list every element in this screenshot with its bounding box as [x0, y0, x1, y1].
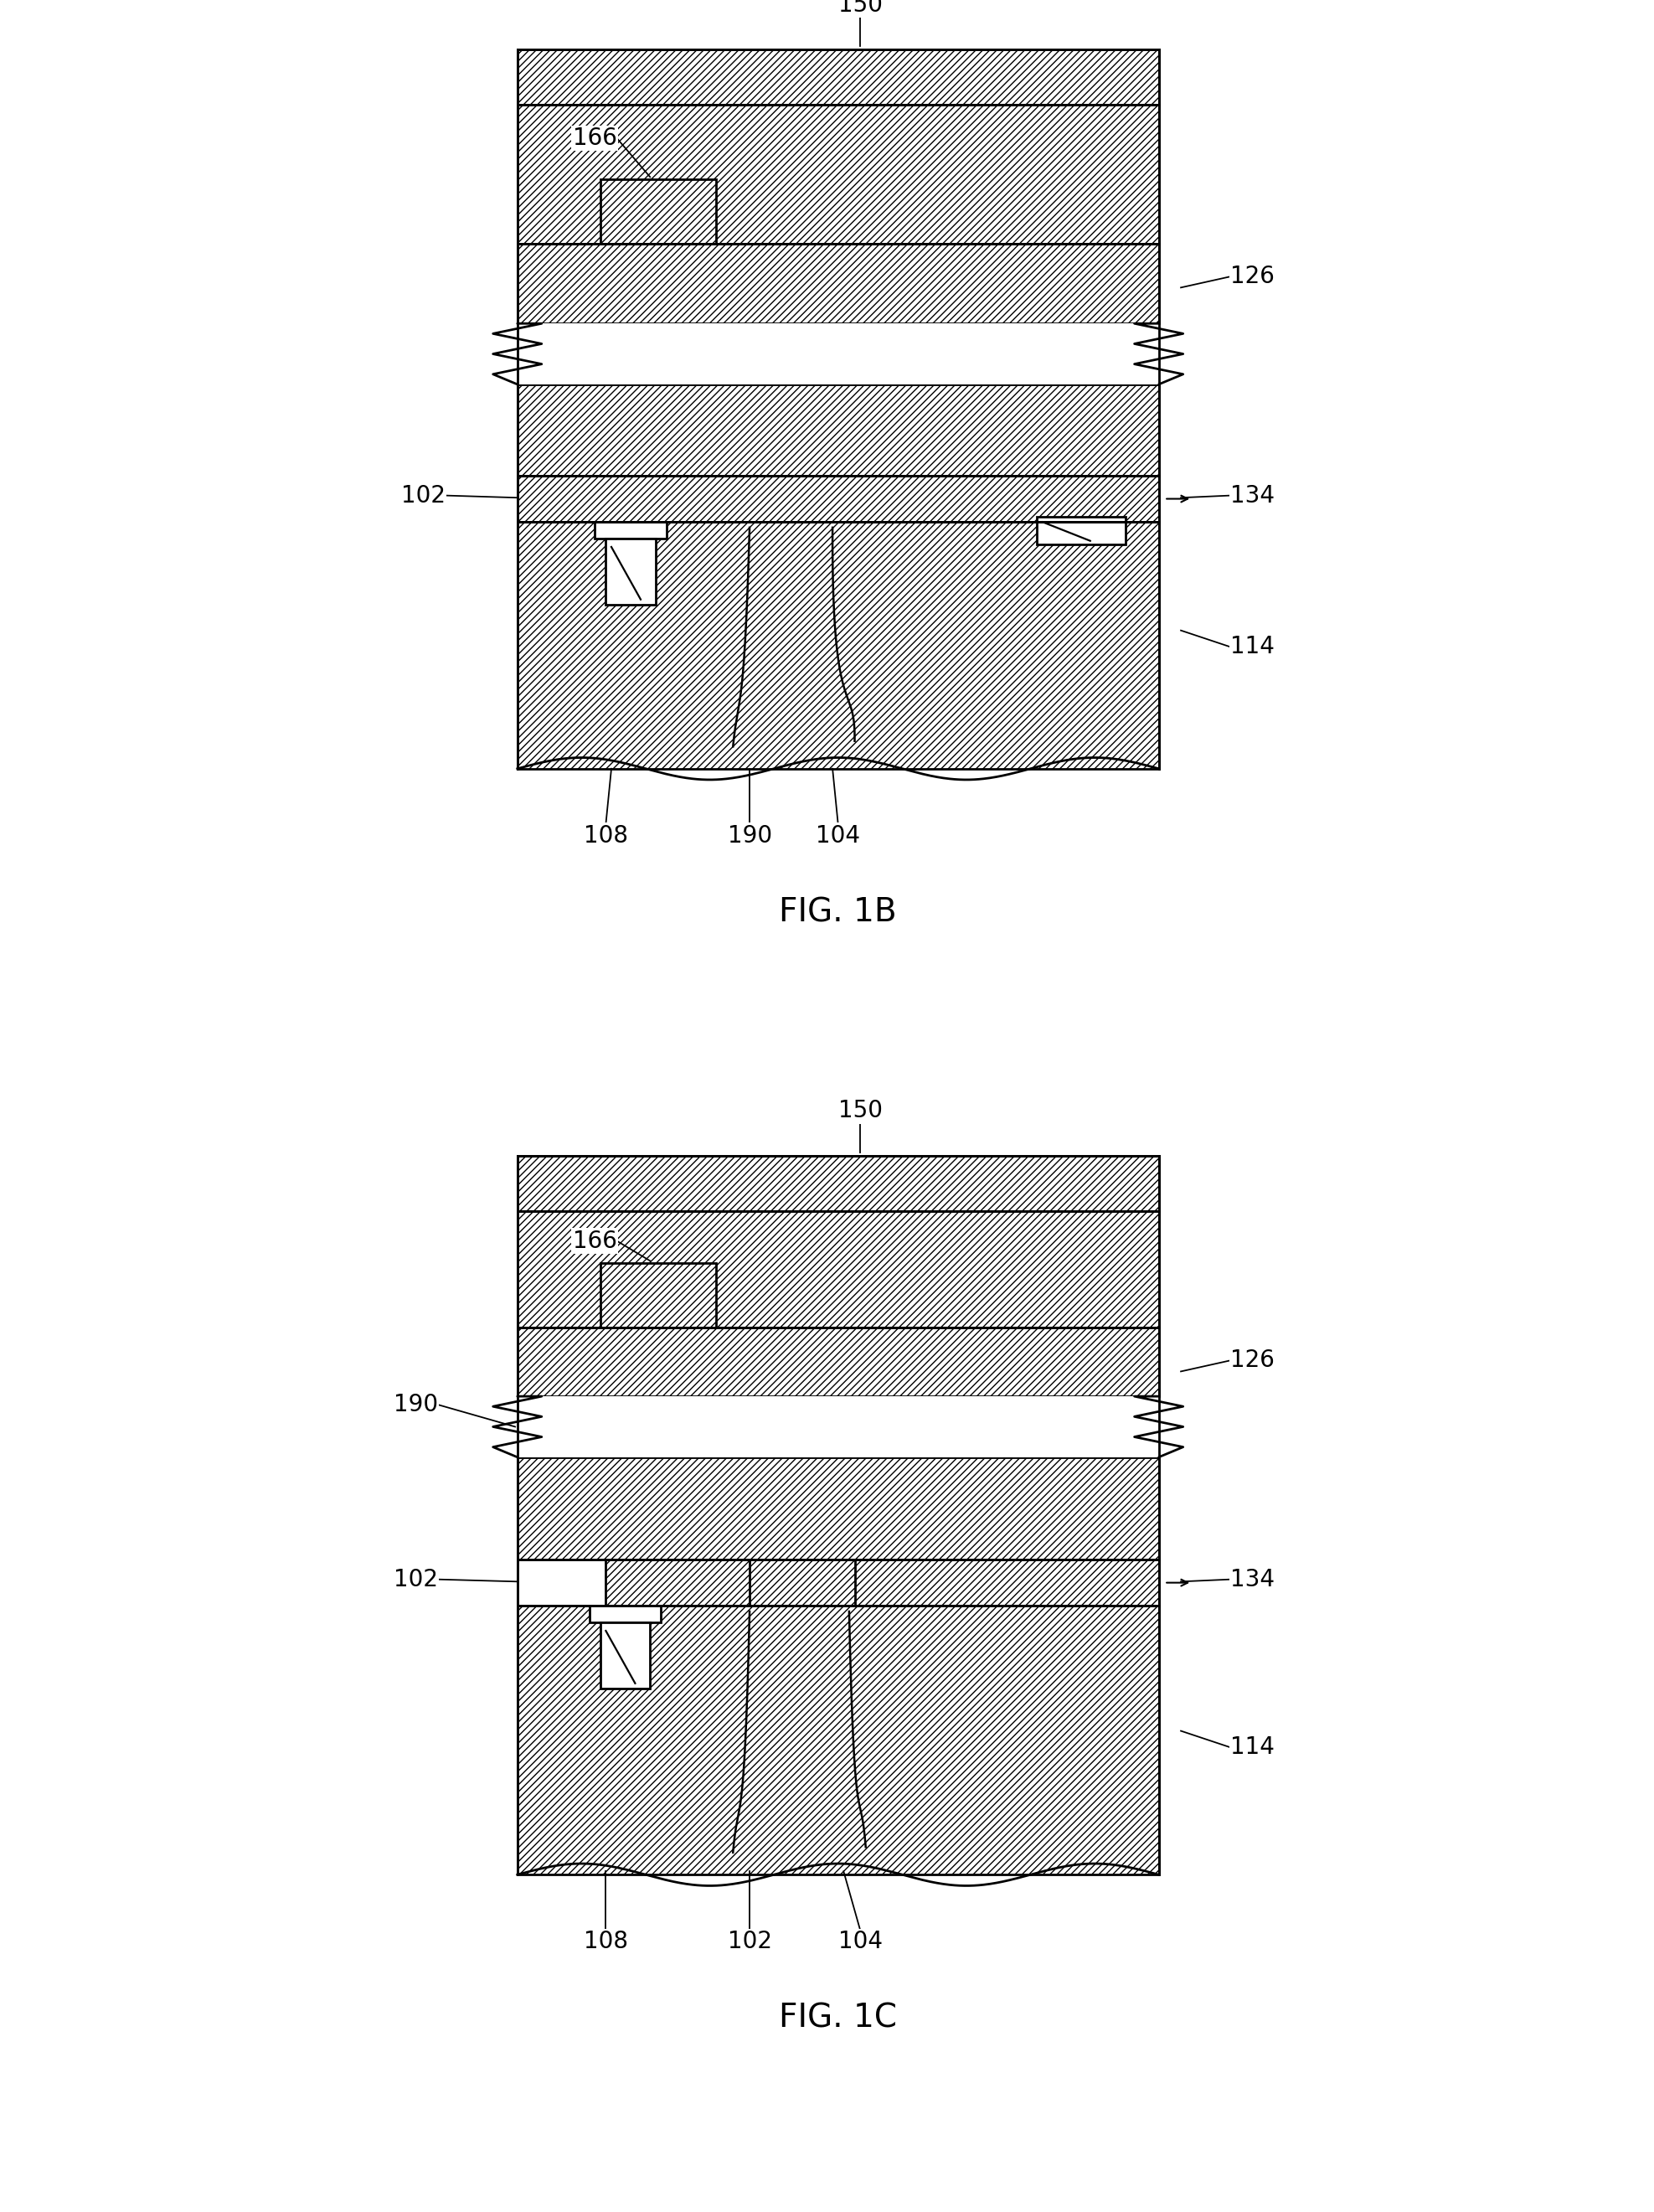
- Text: 126: 126: [1231, 265, 1275, 288]
- Text: 104: 104: [815, 825, 860, 847]
- Text: 102: 102: [400, 484, 445, 507]
- Text: 104: 104: [839, 1929, 882, 1953]
- Bar: [518, 385, 1159, 476]
- Bar: [518, 1458, 1159, 1559]
- Bar: [749, 1559, 855, 1606]
- Bar: [600, 1263, 716, 1327]
- Text: 166: 166: [572, 1230, 617, 1252]
- Bar: [518, 106, 1159, 243]
- Bar: [518, 1559, 605, 1606]
- Bar: [589, 1606, 662, 1624]
- Text: 114: 114: [1231, 635, 1275, 659]
- Text: 102: 102: [394, 1568, 438, 1590]
- Bar: [1037, 518, 1126, 544]
- Text: 114: 114: [1231, 1736, 1275, 1759]
- Text: 190: 190: [394, 1394, 438, 1416]
- Text: 150: 150: [839, 0, 882, 18]
- Bar: [518, 1212, 1159, 1327]
- Text: 166: 166: [572, 126, 617, 150]
- Bar: [600, 179, 716, 243]
- Bar: [600, 1624, 650, 1690]
- Text: 102: 102: [728, 1929, 772, 1953]
- Text: FIG. 1B: FIG. 1B: [779, 896, 896, 929]
- Text: 134: 134: [1231, 484, 1275, 507]
- Bar: [518, 51, 1159, 106]
- Bar: [518, 243, 1159, 323]
- Bar: [605, 540, 655, 606]
- Bar: [518, 1559, 1159, 1606]
- Text: 190: 190: [728, 825, 772, 847]
- Bar: [518, 1157, 1159, 1212]
- Text: 108: 108: [584, 825, 629, 847]
- Text: 126: 126: [1231, 1349, 1275, 1371]
- Bar: [518, 1327, 1159, 1396]
- Bar: [595, 522, 667, 540]
- Bar: [518, 323, 1159, 385]
- Text: 134: 134: [1231, 1568, 1275, 1590]
- Bar: [518, 522, 1159, 770]
- Bar: [518, 476, 1159, 522]
- Bar: [518, 1606, 1159, 1876]
- Text: 150: 150: [839, 1099, 882, 1124]
- Text: FIG. 1C: FIG. 1C: [779, 2002, 896, 2035]
- Text: 108: 108: [584, 1929, 629, 1953]
- Bar: [518, 1396, 1159, 1458]
